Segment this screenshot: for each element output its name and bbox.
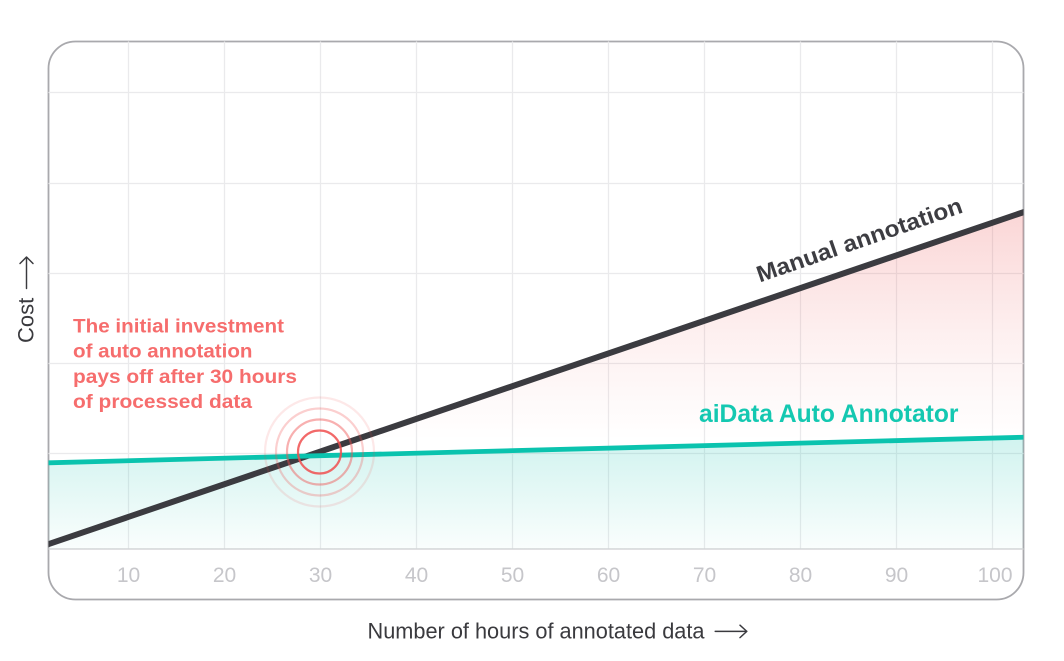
svg-text:pays off after 30 hours: pays off after 30 hours [73,367,297,388]
svg-text:90: 90 [885,564,908,587]
svg-text:Cost: Cost [14,298,39,343]
svg-text:80: 80 [789,564,812,587]
svg-text:of processed data: of processed data [73,392,252,413]
svg-text:aiData Auto Annotator: aiData Auto Annotator [699,400,959,428]
svg-text:30: 30 [309,564,332,587]
svg-text:10: 10 [117,564,140,587]
svg-text:60: 60 [597,564,620,587]
svg-text:The initial investment: The initial investment [73,316,285,337]
svg-text:40: 40 [405,564,428,587]
svg-text:100: 100 [977,564,1012,587]
svg-text:of auto annotation: of auto annotation [73,342,252,363]
svg-text:70: 70 [693,564,716,587]
svg-text:Number of hours of annotated d: Number of hours of annotated data [368,619,705,644]
svg-text:50: 50 [501,564,524,587]
svg-text:20: 20 [213,564,236,587]
